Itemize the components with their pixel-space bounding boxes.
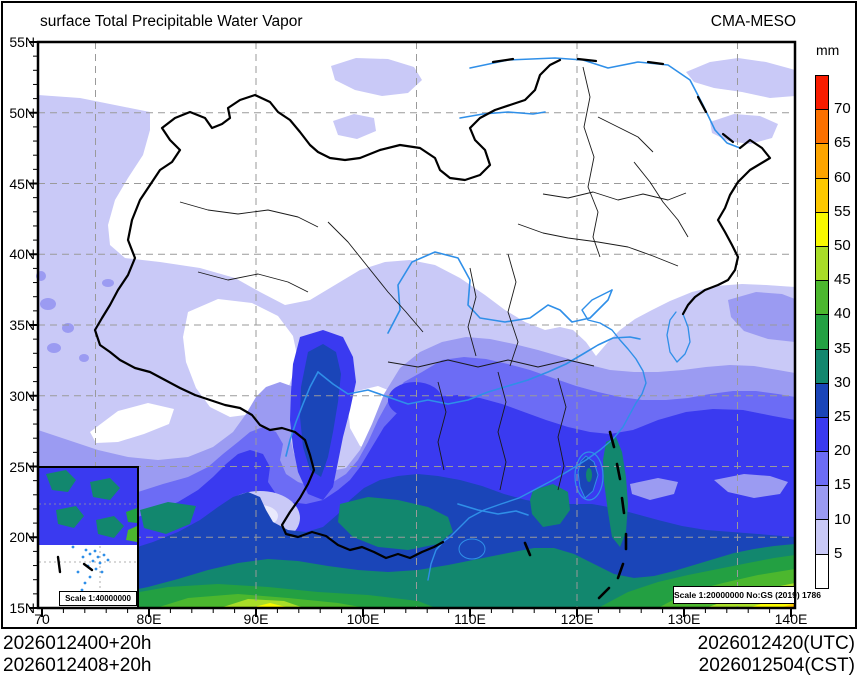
colorbar-blocks — [815, 75, 830, 589]
colorbar-block — [815, 553, 829, 589]
x-axis-tick-label: 110E — [454, 611, 486, 627]
colorbar-tick-label: 25 — [834, 408, 851, 425]
yellow-river — [387, 251, 613, 334]
colorbar-tick-label: 5 — [834, 544, 843, 562]
map-plot-area — [29, 40, 797, 617]
yangtze-upper — [285, 371, 319, 457]
inset-scale-label: Scale 1:40000000 — [59, 591, 137, 606]
y-axis-tick-label: 40N — [9, 246, 35, 263]
china-coastline — [427, 289, 647, 581]
colorbar-tick-label: 65 — [834, 134, 851, 152]
contour-sichuan-basin — [388, 382, 442, 418]
y-axis-tick-label: 45N — [9, 175, 35, 192]
x-axis-tick-label: 120E — [560, 611, 594, 627]
hainan-island — [458, 538, 486, 560]
x-axis-tick-label: 140E — [774, 611, 808, 627]
colorbar-block — [815, 245, 829, 282]
colorbar-tick-label: 15 — [834, 476, 851, 494]
plot-frame — [36, 40, 797, 610]
colorbar-block — [815, 280, 829, 316]
border-dashes-amur — [491, 57, 735, 144]
colorbar-tick-label: 55 — [834, 202, 851, 220]
contour-patch-sea-japan — [728, 292, 795, 342]
page-title: surface Total Precipitable Water Vapor — [40, 13, 303, 30]
run-time-cst: 2026012408+20h — [3, 655, 152, 676]
contour-patches-north-5-10 — [331, 58, 795, 144]
valid-time-utc: 2026012420(UTC) — [697, 633, 855, 654]
x-axis-tick-label: 100E — [346, 611, 380, 627]
x-axis-tick-label: 130E — [667, 611, 701, 627]
province-borders — [179, 66, 689, 491]
y-axis-tick-label: 30N — [9, 387, 35, 404]
colorbar-block — [815, 109, 829, 145]
colorbar-block — [815, 348, 829, 384]
inset-dash-line — [56, 555, 94, 574]
colorbar-block — [815, 485, 829, 521]
colorbar-unit-label: mm — [816, 42, 840, 58]
colorbar-tick-label: 60 — [834, 168, 851, 186]
run-time-utc: 2026012400+20h — [3, 633, 152, 654]
x-axis-tick-label: 90E — [243, 611, 269, 627]
colorbar-tick-label: 35 — [834, 339, 851, 357]
pearl-river — [457, 503, 529, 516]
x-axis-tick-label: 80E — [136, 611, 162, 627]
y-axis-tick-label: 15N — [9, 600, 35, 616]
colorbar-tick-label: 45 — [834, 271, 851, 289]
colorbar-tick-label: 10 — [834, 510, 851, 528]
x-axis-tick-label: 70 — [34, 611, 50, 627]
contour-map-svg — [29, 40, 797, 617]
model-name: CMA-MESO — [710, 13, 796, 30]
colorbar-block — [815, 382, 829, 418]
outer-frame — [1, 1, 857, 629]
yangtze-river — [317, 336, 641, 405]
colorbar-tick-label: 50 — [834, 237, 851, 254]
contour-hengduan-25-30 — [300, 344, 341, 477]
contour-small-blobs-west — [36, 271, 114, 362]
colorbar-tick-label: 70 — [834, 100, 851, 118]
colorbar-tick-label: 20 — [834, 442, 851, 460]
colorbar-block — [815, 143, 829, 179]
korea-coastline — [666, 311, 691, 363]
colorbar-block — [815, 519, 829, 555]
colorbar-tick-label: 30 — [834, 373, 851, 391]
y-axis-tick-label: 25N — [9, 458, 35, 475]
y-axis-tick-label: 50N — [9, 104, 35, 121]
inset-south-china-sea — [37, 466, 139, 609]
colorbar-block — [815, 177, 829, 213]
china-border — [93, 58, 772, 560]
valid-time-cst: 2026012504(CST) — [698, 655, 855, 676]
songhua-river — [459, 111, 546, 119]
y-axis-tick-label: 35N — [9, 317, 35, 333]
colorbar-block — [815, 451, 829, 487]
colorbar-block — [815, 211, 829, 247]
colorbar-block — [815, 416, 829, 453]
colorbar-tick-label: 40 — [834, 305, 851, 323]
main-scale-label: Scale 1:20000000 No:GS (2019) 1786 — [673, 586, 821, 604]
nine-dash-line — [523, 430, 628, 600]
y-axis-tick-label: 20N — [9, 529, 35, 546]
contour-streaks-bottom — [96, 584, 436, 608]
colorbar-block — [815, 314, 829, 350]
y-axis-tick-label: 55N — [9, 34, 35, 50]
colorbar-block — [815, 75, 829, 111]
